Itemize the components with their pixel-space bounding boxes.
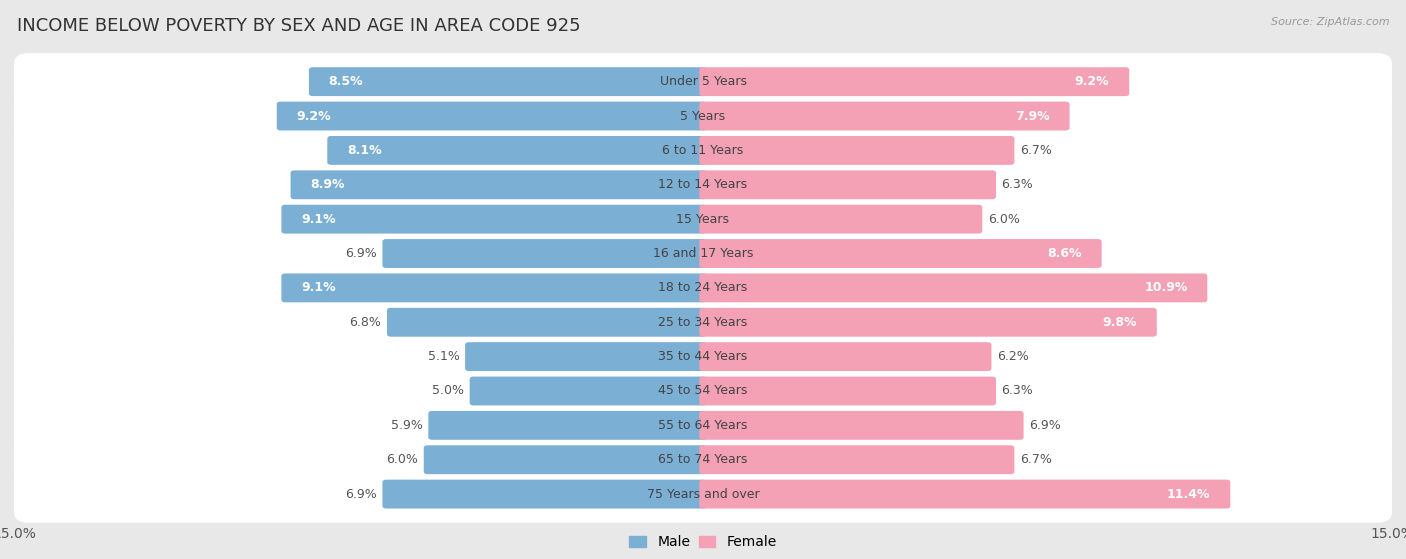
Legend: Male, Female: Male, Female bbox=[624, 529, 782, 555]
FancyBboxPatch shape bbox=[699, 170, 995, 199]
FancyBboxPatch shape bbox=[387, 308, 707, 337]
Text: 9.1%: 9.1% bbox=[301, 281, 336, 295]
FancyBboxPatch shape bbox=[699, 136, 1014, 165]
Text: 6.2%: 6.2% bbox=[997, 350, 1029, 363]
Text: INCOME BELOW POVERTY BY SEX AND AGE IN AREA CODE 925: INCOME BELOW POVERTY BY SEX AND AGE IN A… bbox=[17, 17, 581, 35]
Text: 9.1%: 9.1% bbox=[301, 212, 336, 226]
FancyBboxPatch shape bbox=[423, 446, 707, 474]
Text: Under 5 Years: Under 5 Years bbox=[659, 75, 747, 88]
FancyBboxPatch shape bbox=[14, 328, 1392, 385]
Text: 6.9%: 6.9% bbox=[344, 247, 377, 260]
FancyBboxPatch shape bbox=[699, 308, 1157, 337]
FancyBboxPatch shape bbox=[465, 342, 707, 371]
FancyBboxPatch shape bbox=[14, 191, 1392, 248]
Text: 18 to 24 Years: 18 to 24 Years bbox=[658, 281, 748, 295]
Text: 35 to 44 Years: 35 to 44 Years bbox=[658, 350, 748, 363]
Text: 8.6%: 8.6% bbox=[1047, 247, 1083, 260]
Text: 5.1%: 5.1% bbox=[427, 350, 460, 363]
FancyBboxPatch shape bbox=[277, 102, 707, 130]
Text: 5.9%: 5.9% bbox=[391, 419, 423, 432]
Text: 6 to 11 Years: 6 to 11 Years bbox=[662, 144, 744, 157]
FancyBboxPatch shape bbox=[14, 466, 1392, 523]
Text: 12 to 14 Years: 12 to 14 Years bbox=[658, 178, 748, 191]
Text: 8.1%: 8.1% bbox=[347, 144, 381, 157]
Text: 6.3%: 6.3% bbox=[1001, 178, 1033, 191]
FancyBboxPatch shape bbox=[699, 342, 991, 371]
FancyBboxPatch shape bbox=[699, 239, 1102, 268]
Text: 6.7%: 6.7% bbox=[1019, 144, 1052, 157]
Text: 45 to 54 Years: 45 to 54 Years bbox=[658, 385, 748, 397]
Text: 75 Years and over: 75 Years and over bbox=[647, 487, 759, 501]
Text: 9.2%: 9.2% bbox=[297, 110, 332, 122]
Text: 55 to 64 Years: 55 to 64 Years bbox=[658, 419, 748, 432]
Text: 8.5%: 8.5% bbox=[329, 75, 363, 88]
Text: 6.9%: 6.9% bbox=[344, 487, 377, 501]
Text: 6.7%: 6.7% bbox=[1019, 453, 1052, 466]
Text: 11.4%: 11.4% bbox=[1167, 487, 1211, 501]
FancyBboxPatch shape bbox=[14, 293, 1392, 351]
Text: 16 and 17 Years: 16 and 17 Years bbox=[652, 247, 754, 260]
FancyBboxPatch shape bbox=[699, 411, 1024, 440]
Text: 6.9%: 6.9% bbox=[1029, 419, 1062, 432]
Text: 5 Years: 5 Years bbox=[681, 110, 725, 122]
Text: 9.2%: 9.2% bbox=[1074, 75, 1109, 88]
Text: 10.9%: 10.9% bbox=[1144, 281, 1188, 295]
Text: 25 to 34 Years: 25 to 34 Years bbox=[658, 316, 748, 329]
Text: 5.0%: 5.0% bbox=[432, 385, 464, 397]
Text: 6.0%: 6.0% bbox=[387, 453, 418, 466]
FancyBboxPatch shape bbox=[291, 170, 707, 199]
FancyBboxPatch shape bbox=[382, 480, 707, 509]
FancyBboxPatch shape bbox=[14, 362, 1392, 420]
Text: 6.8%: 6.8% bbox=[350, 316, 381, 329]
FancyBboxPatch shape bbox=[14, 259, 1392, 316]
FancyBboxPatch shape bbox=[699, 205, 983, 234]
FancyBboxPatch shape bbox=[699, 480, 1230, 509]
FancyBboxPatch shape bbox=[14, 122, 1392, 179]
Text: 6.0%: 6.0% bbox=[988, 212, 1019, 226]
Text: 9.8%: 9.8% bbox=[1102, 316, 1137, 329]
FancyBboxPatch shape bbox=[328, 136, 707, 165]
FancyBboxPatch shape bbox=[699, 446, 1014, 474]
FancyBboxPatch shape bbox=[699, 377, 995, 405]
FancyBboxPatch shape bbox=[14, 156, 1392, 214]
Text: 6.3%: 6.3% bbox=[1001, 385, 1033, 397]
FancyBboxPatch shape bbox=[699, 273, 1208, 302]
FancyBboxPatch shape bbox=[14, 397, 1392, 454]
Text: 65 to 74 Years: 65 to 74 Years bbox=[658, 453, 748, 466]
Text: 15 Years: 15 Years bbox=[676, 212, 730, 226]
Text: 8.9%: 8.9% bbox=[311, 178, 344, 191]
Text: Source: ZipAtlas.com: Source: ZipAtlas.com bbox=[1271, 17, 1389, 27]
FancyBboxPatch shape bbox=[14, 87, 1392, 145]
FancyBboxPatch shape bbox=[470, 377, 707, 405]
FancyBboxPatch shape bbox=[699, 67, 1129, 96]
FancyBboxPatch shape bbox=[429, 411, 707, 440]
FancyBboxPatch shape bbox=[281, 205, 707, 234]
FancyBboxPatch shape bbox=[14, 53, 1392, 110]
FancyBboxPatch shape bbox=[281, 273, 707, 302]
FancyBboxPatch shape bbox=[699, 102, 1070, 130]
FancyBboxPatch shape bbox=[309, 67, 707, 96]
FancyBboxPatch shape bbox=[14, 225, 1392, 282]
FancyBboxPatch shape bbox=[14, 431, 1392, 489]
Text: 7.9%: 7.9% bbox=[1015, 110, 1050, 122]
FancyBboxPatch shape bbox=[382, 239, 707, 268]
